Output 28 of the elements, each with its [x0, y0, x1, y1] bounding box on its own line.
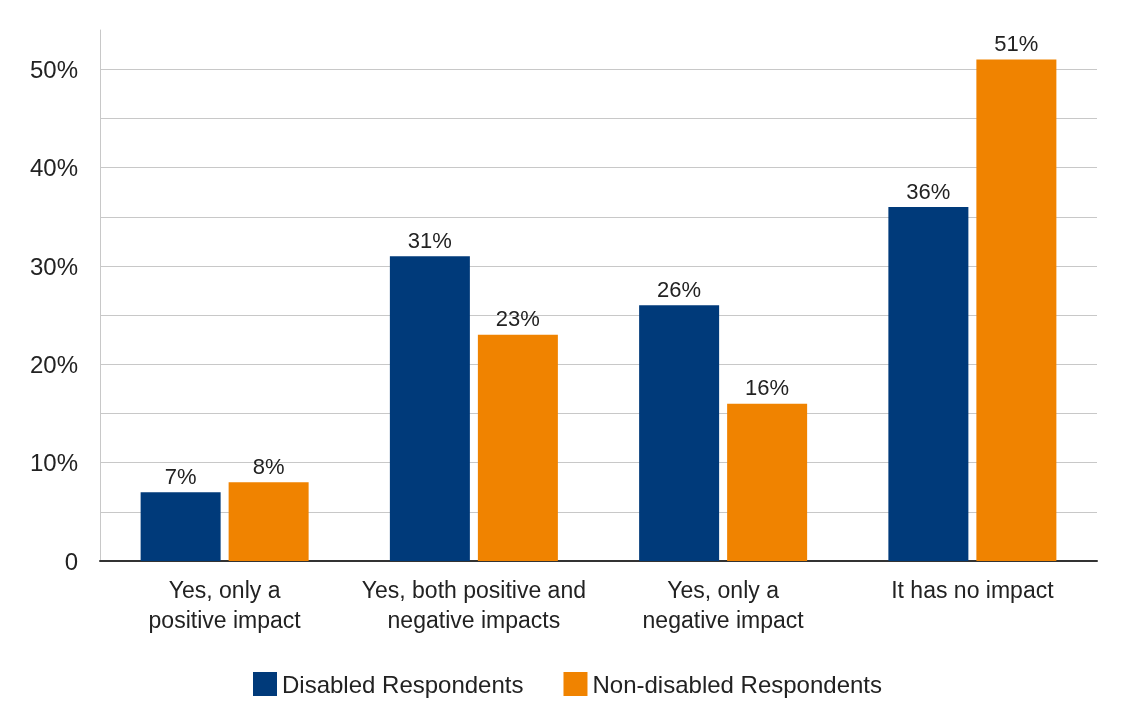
legend-label: Disabled Respondents	[281, 670, 524, 698]
x-tick-label: Yes, only a negative impact	[642, 577, 805, 633]
bar	[477, 334, 558, 561]
data-label: 51%	[994, 31, 1039, 56]
x-tick-label: It has no impact	[891, 577, 1055, 603]
bar	[228, 482, 309, 561]
bar	[888, 207, 969, 561]
data-label: 31%	[407, 227, 452, 253]
legend-label: Non-disabled Respondents	[592, 670, 883, 698]
y-tick-label: 40%	[29, 154, 78, 182]
data-label: 7%	[164, 463, 197, 489]
bar	[976, 59, 1057, 561]
data-label: 36%	[906, 178, 951, 204]
bar	[140, 492, 221, 561]
x-tick-label: Yes, both positive and negative impacts	[361, 577, 586, 633]
y-tick-label: 50%	[29, 55, 78, 83]
y-tick-label: 20%	[29, 350, 78, 378]
x-tick-label: Yes, only a positive impact	[148, 577, 302, 633]
y-tick-label: 30%	[29, 252, 78, 280]
data-label: 8%	[252, 453, 285, 479]
data-label: 16%	[745, 375, 790, 401]
bar	[389, 256, 470, 561]
bar	[639, 305, 720, 561]
bar	[727, 403, 808, 561]
data-label: 23%	[495, 306, 540, 332]
data-label: 26%	[657, 276, 702, 302]
y-tick-label: 10%	[29, 449, 78, 477]
y-tick-label: 0	[64, 547, 78, 575]
